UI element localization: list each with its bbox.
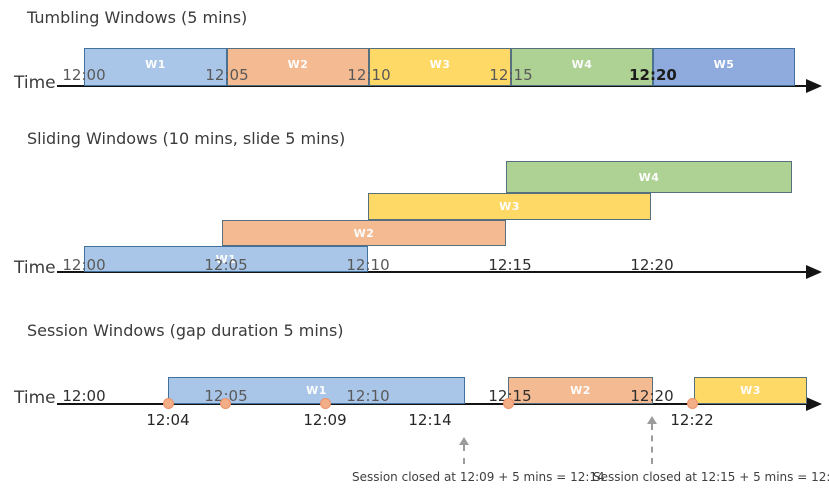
tumbling-timeline [57, 85, 807, 87]
tumbling-window-w4: W4 [511, 48, 653, 86]
event-dot [687, 398, 698, 409]
event-time-label: 12:09 [303, 411, 347, 429]
time-tick: 12:10 [346, 256, 390, 274]
event-dot [220, 398, 231, 409]
timeline-arrow-icon [806, 265, 822, 279]
tumbling-window-w3: W3 [369, 48, 511, 86]
session-timeline [57, 403, 807, 405]
time-axis-label: Time [14, 73, 56, 93]
arrow-up-icon [647, 416, 657, 424]
window-label: W5 [713, 58, 735, 71]
session-close-callout-arrow [647, 416, 657, 464]
window-label: W3 [499, 200, 520, 213]
time-tick: 12:15 [488, 256, 532, 274]
event-time-label: 12:04 [146, 411, 190, 429]
tumbling-window-w5: W5 [653, 48, 795, 86]
event-dot [503, 398, 514, 409]
window-label: W1 [215, 252, 237, 266]
timeline-arrow-icon [806, 397, 822, 411]
tumbling-window-w1: W1 [84, 48, 227, 86]
event-dot [320, 398, 331, 409]
timeline-arrow-icon [806, 79, 822, 93]
time-axis-label: Time [14, 258, 56, 278]
window-label: W3 [740, 384, 761, 397]
time-tick: 12:00 [62, 66, 106, 84]
event-time-label: 12:14 [408, 411, 452, 429]
time-tick: 12:00 [62, 256, 106, 274]
arrow-up-icon [459, 437, 469, 445]
window-label: W4 [638, 170, 660, 184]
time-tick: 12:00 [62, 387, 106, 405]
time-tick: 12:10 [346, 387, 390, 405]
time-tick: 12:20 [630, 256, 674, 274]
time-tick: 12:15 [489, 66, 533, 84]
window-label: W2 [287, 58, 309, 71]
time-tick: 12:10 [347, 66, 391, 84]
dashed-line [463, 445, 465, 464]
sliding-window-w3: W3 [368, 193, 651, 220]
window-label: W2 [353, 226, 375, 240]
session-title: Session Windows (gap duration 5 mins) [27, 321, 344, 340]
sliding-timeline [57, 271, 807, 273]
session-window-w3: W3 [694, 377, 807, 404]
time-tick: 12:05 [204, 256, 248, 274]
sliding-window-w1: W1 [84, 246, 368, 272]
window-label: W4 [571, 58, 593, 71]
sliding-window-w4: W4 [506, 161, 792, 193]
session-close-annotation: Session closed at 12:15 + 5 mins = 12:20 [593, 470, 829, 484]
window-label: W1 [145, 58, 166, 71]
time-tick: 12:05 [205, 66, 249, 84]
session-window-w2: W2 [508, 377, 653, 404]
time-tick: 12:20 [630, 387, 674, 405]
session-window-w1: W1 [168, 377, 465, 404]
event-dot [163, 398, 174, 409]
event-time-label: 12:22 [670, 411, 714, 429]
session-close-annotation: Session closed at 12:09 + 5 mins = 12:14 [352, 470, 605, 484]
window-label: W2 [570, 384, 591, 397]
sliding-window-w2: W2 [222, 220, 506, 246]
window-label: W1 [306, 384, 327, 397]
tumbling-title: Tumbling Windows (5 mins) [27, 8, 248, 27]
tumbling-window-w2: W2 [227, 48, 369, 86]
time-tick: 12:05 [204, 387, 248, 405]
time-axis-label: Time [14, 388, 56, 408]
sliding-title: Sliding Windows (10 mins, slide 5 mins) [27, 129, 346, 148]
dashed-line [651, 424, 653, 464]
time-tick: 12:20 [629, 66, 677, 84]
window-label: W3 [429, 58, 451, 71]
time-tick: 12:15 [488, 387, 532, 405]
session-close-callout-arrow [459, 437, 469, 464]
